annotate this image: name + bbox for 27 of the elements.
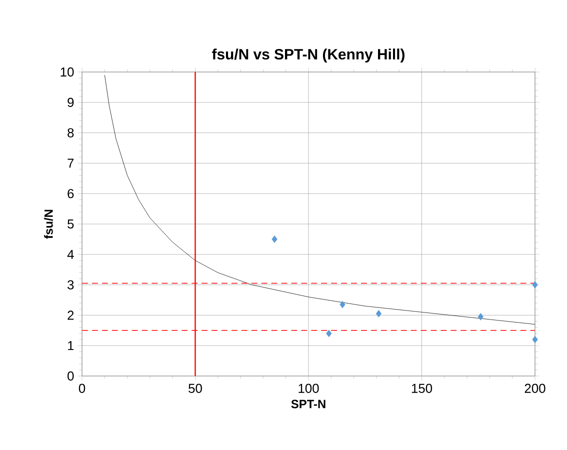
- y-tick-label: 6: [68, 189, 74, 198]
- point: [376, 310, 382, 318]
- point: [532, 281, 538, 288]
- x-tick-label: 150: [412, 384, 432, 393]
- y-tick-label: 3: [68, 280, 74, 290]
- y-tick-label: 4: [67, 250, 74, 259]
- y-tick-label: 1: [68, 341, 74, 350]
- y-tick-label: 10: [60, 67, 74, 77]
- point: [340, 300, 346, 308]
- y-tick-label: 8: [68, 128, 74, 138]
- point: [478, 313, 484, 320]
- x-tick-label: 100: [298, 384, 319, 393]
- y-axis-title: fsu/N: [44, 210, 53, 239]
- x-tick-label: 50: [188, 384, 202, 393]
- line-series: [104, 74, 536, 325]
- y-tick-label: 2: [68, 310, 74, 320]
- y-tick-label: 0: [68, 371, 74, 381]
- x-axis-title: SPT-N: [291, 400, 326, 408]
- x-tick-label: 200: [524, 384, 546, 393]
- point: [272, 236, 278, 243]
- y-tick-label: 7: [68, 158, 74, 168]
- point: [326, 330, 332, 338]
- y-tick-label: 9: [68, 98, 74, 107]
- chart-title: fsu/N vs SPT-N (Kenny Hill): [212, 48, 404, 62]
- point: [532, 336, 538, 344]
- y-tick-label: 5: [68, 219, 74, 229]
- x-tick-label: 0: [78, 384, 86, 393]
